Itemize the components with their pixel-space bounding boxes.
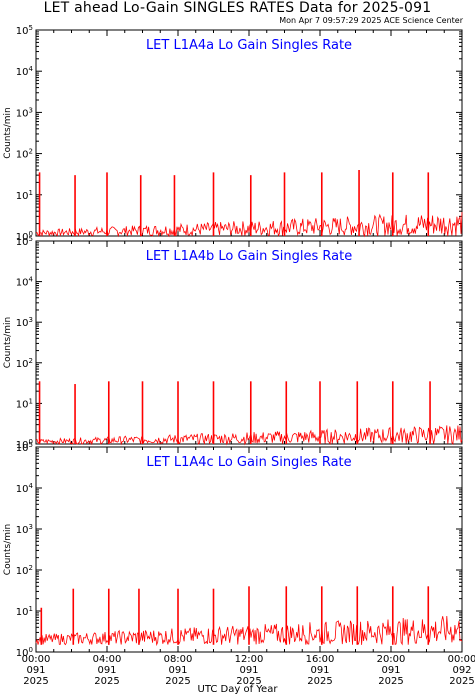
x-tick-label: 091 (168, 665, 187, 676)
x-tick-label: 00:00 (22, 654, 51, 665)
x-tick-label: 091 (239, 665, 258, 676)
y-tick-label: 101 (16, 605, 33, 618)
x-tick-label: 2025 (236, 676, 261, 687)
y-tick-label: 104 (16, 276, 34, 289)
series-line (35, 211, 463, 238)
x-tick-label: 091 (97, 665, 116, 676)
chart-panel: 100 101 102 103 104 105 Counts/min LET L1A4b Lo… (3, 235, 463, 451)
plot-frame (35, 29, 463, 237)
y-tick-label: 103 (16, 523, 33, 536)
y-tick-label: 105 (16, 441, 33, 454)
y-axis-label: Counts/min (3, 317, 13, 368)
x-tick-label: 20:00 (377, 654, 406, 665)
x-tick-label: 2025 (449, 676, 474, 687)
x-tick-label: 091 (26, 665, 45, 676)
x-tick-label: 2025 (94, 676, 119, 687)
y-tick-label: 100 (16, 646, 33, 659)
x-tick-label: 12:00 (235, 654, 264, 665)
x-tick-label: 2025 (307, 676, 332, 687)
y-tick-label: 100 (16, 438, 33, 451)
page-title: LET ahead Lo-Gain SINGLES RATES Data for… (43, 0, 432, 16)
y-tick-label: 103 (16, 106, 33, 119)
chart-panel: 100 101 102 103 104 105 Counts/min LET L1A4c Lo… (3, 441, 463, 659)
x-tick-label: 091 (381, 665, 400, 676)
panel-title: LET L1A4c Lo Gain Singles Rate (146, 455, 351, 470)
y-tick-label: 104 (16, 482, 34, 495)
y-tick-label: 102 (16, 148, 33, 161)
x-axis-label: UTC Day of Year (197, 684, 278, 695)
plot-frame (35, 240, 463, 445)
panel-title: LET L1A4a Lo Gain Singles Rate (146, 38, 352, 53)
y-tick-label: 105 (16, 24, 33, 37)
x-tick-label: 092 (452, 665, 471, 676)
chart-panel: 100 101 102 103 104 105 Counts/min LET L1A4a Lo… (3, 24, 463, 243)
x-tick-label: 04:00 (93, 654, 122, 665)
y-axis-label: Counts/min (3, 524, 13, 575)
x-tick-label: 2025 (23, 676, 48, 687)
y-tick-label: 104 (16, 65, 34, 78)
y-axis-label: Counts/min (3, 107, 13, 158)
x-tick-label: 00:00 (448, 654, 475, 665)
y-tick-label: 101 (16, 397, 33, 410)
x-tick-label: 091 (310, 665, 329, 676)
y-tick-label: 105 (16, 235, 33, 248)
generated-timestamp: Mon Apr 7 09:57:29 2025 ACE Science Cent… (279, 16, 463, 25)
y-tick-label: 101 (16, 189, 33, 202)
panel-title: LET L1A4b Lo Gain Singles Rate (146, 249, 352, 264)
y-tick-label: 102 (16, 357, 33, 370)
x-tick-label: 2025 (165, 676, 190, 687)
series-line (35, 425, 463, 446)
x-tick-label: 16:00 (306, 654, 335, 665)
y-tick-label: 102 (16, 564, 33, 577)
y-tick-label: 103 (16, 316, 33, 329)
y-tick-label: 100 (16, 230, 33, 243)
x-tick-label: 08:00 (164, 654, 193, 665)
x-tick-label: 2025 (378, 676, 403, 687)
